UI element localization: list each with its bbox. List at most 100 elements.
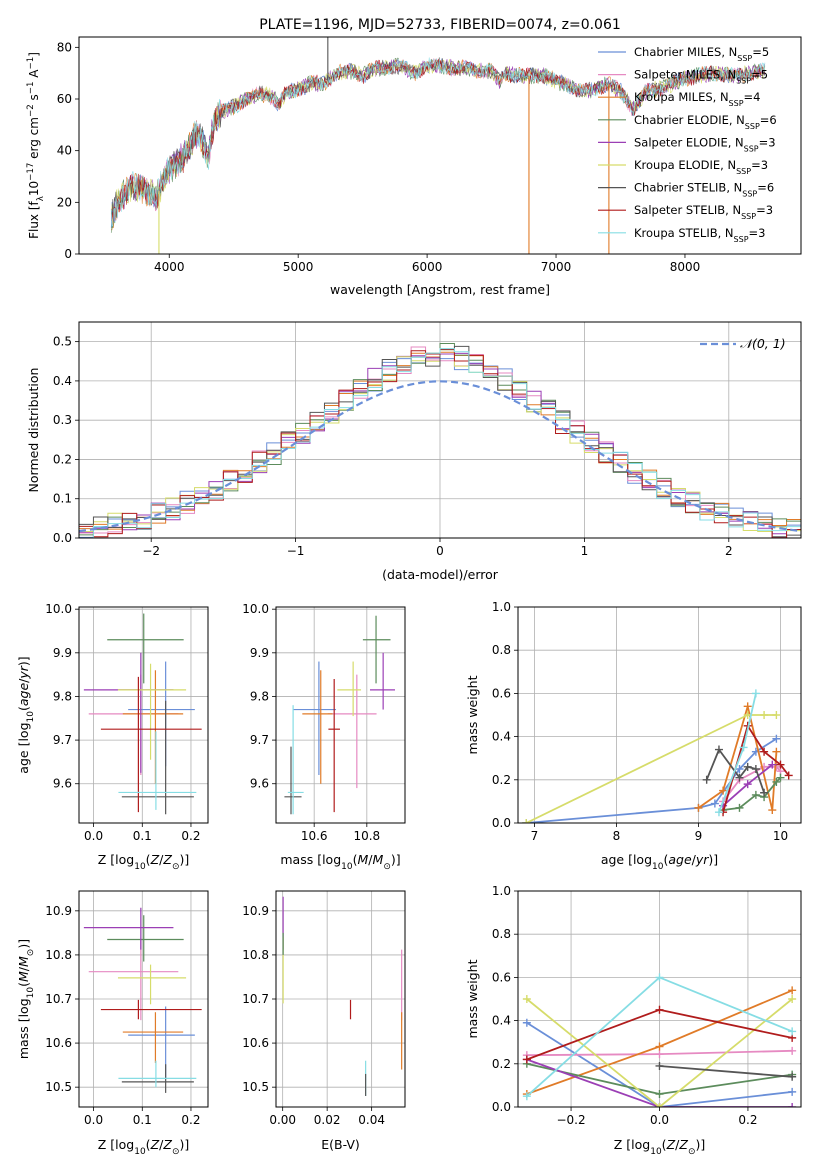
label-part: SSP xyxy=(729,99,744,108)
y-tick-label: 10.5 xyxy=(45,1080,72,1094)
data-point xyxy=(522,819,531,823)
data-point xyxy=(751,790,760,799)
label-part: age [log xyxy=(16,722,31,773)
label-part: λ xyxy=(36,196,46,201)
y-tick-label: 10.7 xyxy=(45,992,72,1006)
data-point xyxy=(743,702,752,711)
label-part: Z xyxy=(162,1137,172,1152)
label-part: −2 xyxy=(26,104,36,117)
y-tick-label: 10.6 xyxy=(45,1036,72,1050)
y-axis-label: age [log10(age/yr)] xyxy=(16,656,36,773)
label-part: Z xyxy=(162,852,172,867)
label-part: Salpeter ELODIE, N xyxy=(634,135,744,149)
axes-age_vs_Z: 0.0 0.1 0.2 9.6 9.7 9.8 9.9 10.0 xyxy=(45,602,209,843)
x-axis-label: (data-model)/error xyxy=(382,567,499,582)
label-part: 10 xyxy=(26,711,36,723)
data-point xyxy=(776,773,785,782)
label-part: ⊙ xyxy=(688,1147,696,1157)
series-line xyxy=(718,693,757,813)
x-axis-label: E(B-V) xyxy=(321,1137,360,1152)
data-point xyxy=(788,986,797,995)
histogram-step xyxy=(79,348,801,538)
data-point xyxy=(776,760,785,769)
label-part: ( xyxy=(146,852,151,867)
label-part: ( xyxy=(146,1137,151,1152)
y-tick-label: 9.7 xyxy=(250,733,269,747)
axes-frame xyxy=(517,606,802,824)
label-part: )] xyxy=(695,1137,705,1152)
x-tick-label: 1 xyxy=(581,544,589,558)
legend-entry: Kroupa MILES, NSSP=4 xyxy=(634,90,760,108)
label-part: )] xyxy=(16,656,31,666)
y-axis-label: Flux [fλ10−17 erg cm−2 s−1 A−1] xyxy=(26,52,46,239)
x-tick-label: 0 xyxy=(436,544,444,558)
x-tick-label: 10 xyxy=(773,829,788,843)
x-axis-label: wavelength [Angstrom, rest frame] xyxy=(330,282,550,297)
y-tick-label: 0.1 xyxy=(53,492,72,506)
data-point xyxy=(694,803,703,812)
label-part: s xyxy=(27,94,41,104)
y-tick-label: 0.0 xyxy=(53,531,72,545)
series-line xyxy=(659,1065,793,1078)
data-point xyxy=(655,1061,664,1070)
label-part: Salpeter MILES, N xyxy=(634,68,736,82)
y-tick-label: 9.6 xyxy=(250,777,269,791)
y-tick-label: 60 xyxy=(57,92,72,106)
data-point xyxy=(788,1087,797,1096)
x-tick-label: 8 xyxy=(613,829,621,843)
label-part: ( xyxy=(663,852,668,867)
label-part: =5 xyxy=(751,68,768,82)
label-part: A xyxy=(27,69,41,82)
y-tick-label: 9.8 xyxy=(250,689,269,703)
y-tick-label: 1.0 xyxy=(492,600,511,614)
label-part: Kroupa MILES, N xyxy=(634,90,729,104)
plot-area xyxy=(522,689,793,823)
x-axis-label: Z [log10(Z/Z⊙)] xyxy=(98,1137,190,1157)
label-part: )] xyxy=(391,852,401,867)
label-part: M xyxy=(358,852,369,867)
y-tick-label: 9.9 xyxy=(53,646,72,660)
label-part: ( xyxy=(662,1137,667,1152)
y-tick-label: 0.3 xyxy=(53,413,72,427)
plot-area xyxy=(83,907,202,1093)
x-axis-label: Z [log10(Z/Z⊙)] xyxy=(98,852,190,872)
label-part: )] xyxy=(16,939,31,949)
legend-entry: Chabrier ELODIE, NSSP=6 xyxy=(634,113,777,131)
label-part: −1 xyxy=(26,57,36,70)
spectrum-line xyxy=(110,57,766,227)
data-point xyxy=(522,1092,531,1101)
y-axis-label: mass weight xyxy=(465,675,480,754)
label-part: SSP xyxy=(741,212,756,221)
y-tick-label: 10.6 xyxy=(242,1036,269,1050)
label-part: yr xyxy=(695,852,709,867)
axes-mass_vs_ebv: 0.00 0.02 0.04 10.5 10.6 10.7 10.8 10.9 xyxy=(242,890,406,1127)
x-tick-label: 0.2 xyxy=(181,1113,200,1127)
spectrum-line xyxy=(110,58,766,221)
label-part: ( xyxy=(16,982,31,987)
y-tick-label: 9.6 xyxy=(53,777,72,791)
label-part: ⊙ xyxy=(383,862,391,872)
label-part: −17 xyxy=(26,163,36,181)
y-tick-label: 0.2 xyxy=(492,773,511,787)
x-tick-label: 0.04 xyxy=(358,1113,385,1127)
data-point xyxy=(714,808,723,817)
plot-area xyxy=(284,615,395,815)
data-point xyxy=(768,806,777,815)
data-point xyxy=(739,743,748,752)
x-tick-label: 0.1 xyxy=(133,829,152,843)
label-part: mass [log xyxy=(280,852,341,867)
data-point xyxy=(655,1050,664,1059)
label-part: M xyxy=(16,956,31,967)
x-tick-label: −0.2 xyxy=(556,1113,585,1127)
label-part: 10 xyxy=(26,987,36,999)
series-line xyxy=(705,748,765,794)
label-part: 10 xyxy=(27,181,41,196)
data-point xyxy=(772,711,781,719)
label-part: =6 xyxy=(760,113,777,127)
data-point xyxy=(655,973,664,982)
label-part: / xyxy=(16,966,31,971)
data-point xyxy=(655,1005,664,1014)
data-point xyxy=(735,773,744,782)
label-part: Z [log xyxy=(98,1137,134,1152)
label-part: M xyxy=(16,971,31,982)
